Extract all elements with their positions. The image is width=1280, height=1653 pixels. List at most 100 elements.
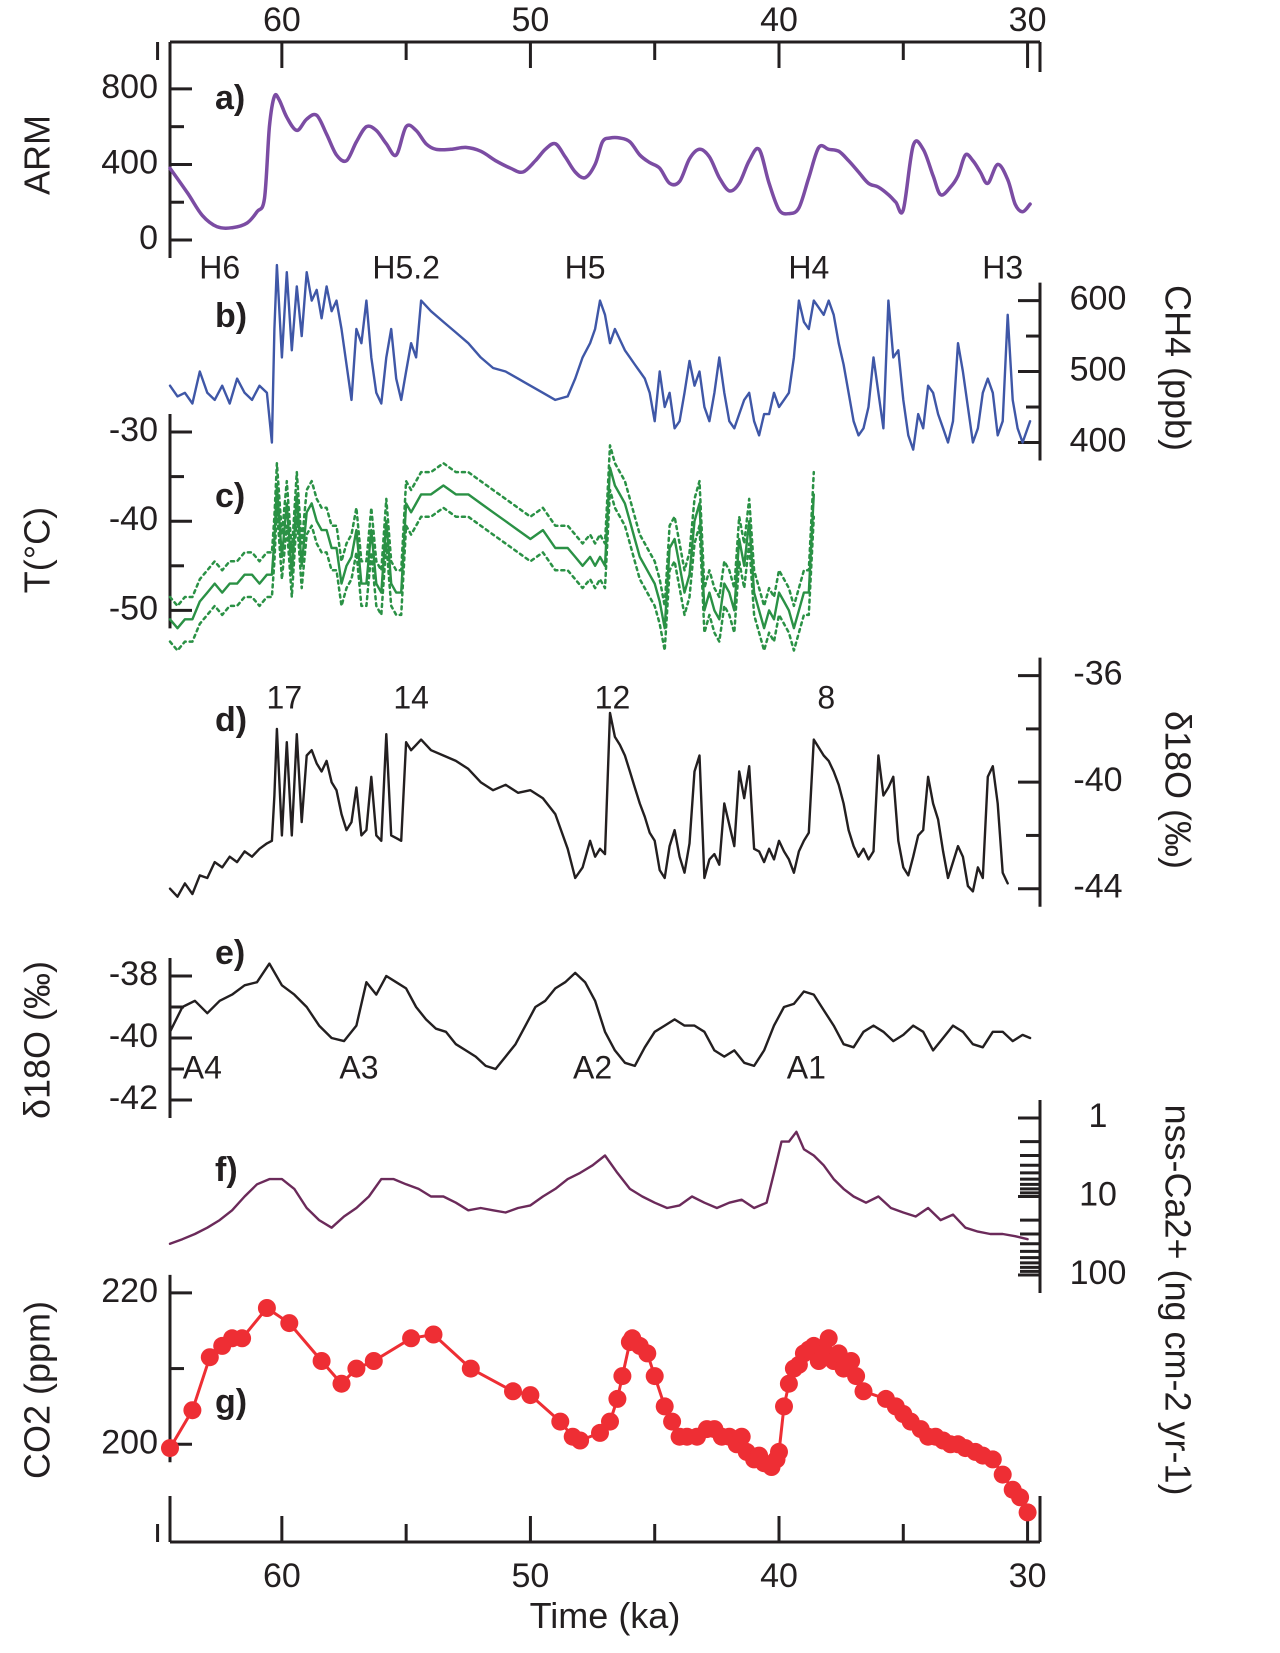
y-tick-label-f: 100 [1070, 1254, 1127, 1292]
series-line-d [168, 711, 1009, 898]
data-point-g [257, 1299, 276, 1317]
annotation-a: H5 [565, 249, 606, 285]
top-x-tick-label: 40 [760, 1, 798, 39]
top-x-tick-label: 50 [512, 1, 550, 39]
data-point-g [655, 1397, 674, 1416]
panel-letter-c: c) [215, 477, 245, 515]
y-axis-title-a: ARM [17, 115, 58, 195]
annotation-e: A4 [183, 1049, 222, 1085]
data-point-g [732, 1427, 751, 1446]
top-x-tick-label: 30 [1009, 1, 1047, 39]
panel-letter-f: f) [215, 1151, 238, 1189]
y-axis-title-b: CH4 (ppb) [1157, 285, 1198, 451]
panel-letter-e: e) [215, 934, 245, 972]
bottom-x-tick-label: 50 [512, 1557, 550, 1595]
series-line-a [168, 92, 1032, 231]
data-point-g [770, 1442, 788, 1461]
data-point-g [601, 1412, 619, 1431]
axes-layer [156, 40, 1042, 1544]
data-point-g [332, 1374, 351, 1393]
y-tick-label-f: 10 [1079, 1175, 1117, 1213]
annotation-a: H5.2 [372, 249, 440, 285]
data-point-g [571, 1431, 590, 1450]
y-axis-title-g: CO2 (ppm) [17, 1301, 58, 1479]
annotation-d: 8 [817, 679, 835, 715]
panel-letter-d: d) [215, 701, 247, 739]
data-point-g [613, 1367, 632, 1386]
y-tick-label-a: 400 [101, 143, 158, 181]
y-tick-label-d: -40 [1073, 761, 1122, 799]
series-line-b [168, 263, 1032, 451]
series-lower-bound-c [168, 488, 816, 652]
annotation-e: A1 [787, 1049, 826, 1085]
y-tick-label-a: 0 [139, 219, 158, 257]
y-tick-label-g: 200 [101, 1423, 158, 1461]
data-point-g [1018, 1503, 1037, 1522]
panel-letter-g: g) [215, 1383, 247, 1421]
data-point-g [608, 1389, 627, 1408]
y-tick-label-c: -40 [109, 500, 158, 538]
y-axis-title-c: T(°C) [17, 507, 58, 593]
data-point-g [280, 1314, 299, 1333]
annotation-d: 17 [267, 679, 303, 715]
series-line-c [168, 466, 815, 630]
data-point-g [993, 1465, 1012, 1484]
y-tick-label-d: -36 [1073, 655, 1122, 693]
data-point-g [233, 1329, 252, 1348]
data-point-g [983, 1450, 1002, 1469]
data-point-g [347, 1359, 366, 1378]
data-point-g [775, 1397, 793, 1416]
annotation-a: H4 [788, 249, 829, 285]
data-point-g [402, 1329, 421, 1348]
data-point-g [200, 1348, 219, 1367]
y-tick-label-e: -40 [109, 1017, 158, 1055]
y-axis-title-d: δ18O (‰) [1157, 711, 1198, 869]
data-point-g [638, 1344, 657, 1363]
annotation-a: H6 [199, 249, 240, 285]
y-axis-title-e: δ18O (‰) [17, 961, 58, 1119]
y-tick-label-a: 800 [101, 68, 158, 106]
panel-letter-b: b) [215, 297, 247, 335]
y-tick-label-c: -30 [109, 411, 158, 449]
series-line-f [168, 1130, 1029, 1245]
top-x-tick-label: 60 [263, 1, 301, 39]
data-point-g [364, 1352, 383, 1370]
panel-letter-a: a) [215, 79, 245, 117]
bottom-x-tick-label: 60 [263, 1557, 301, 1595]
series-upper-bound-c [168, 444, 816, 608]
data-point-g [847, 1367, 866, 1386]
annotation-a: H3 [982, 249, 1023, 285]
data-point-g [504, 1382, 522, 1401]
y-tick-label-b: 500 [1070, 351, 1127, 389]
data-point-g [1011, 1488, 1030, 1507]
y-tick-label-e: -38 [109, 955, 158, 993]
annotation-e: A3 [339, 1049, 378, 1085]
y-tick-label-g: 220 [101, 1272, 158, 1310]
data-point-g [779, 1374, 798, 1393]
y-axis-title-f: nss-Ca2+ (ng cm-2 yr-1) [1157, 1104, 1198, 1495]
data-point-g [551, 1412, 570, 1431]
data-point-g [424, 1325, 443, 1344]
series-line-e [168, 962, 1032, 1071]
data-point-g [461, 1359, 480, 1378]
text-layer: Time (ka) 60 60 50 50 40 40 30 30 0 400 800 ARM a) H6… [17, 1, 1199, 1636]
bottom-x-tick-label: 40 [760, 1557, 798, 1595]
data-point-g [663, 1412, 682, 1431]
y-tick-label-d: -44 [1073, 868, 1122, 906]
y-tick-label-b: 400 [1070, 422, 1127, 460]
data-point-g [842, 1352, 861, 1370]
annotation-e: A2 [573, 1049, 612, 1085]
data-point-g [854, 1382, 873, 1401]
traces-layer [161, 92, 1037, 1522]
bottom-x-tick-label: 30 [1009, 1557, 1047, 1595]
data-point-g [819, 1329, 838, 1348]
data-point-g [312, 1352, 331, 1370]
y-tick-label-b: 600 [1070, 280, 1127, 318]
y-tick-label-e: -42 [109, 1079, 158, 1117]
data-point-g [645, 1367, 664, 1386]
annotation-d: 12 [595, 679, 631, 715]
annotation-d: 14 [393, 679, 429, 715]
y-tick-label-c: -50 [109, 589, 158, 627]
data-point-g [183, 1401, 202, 1420]
